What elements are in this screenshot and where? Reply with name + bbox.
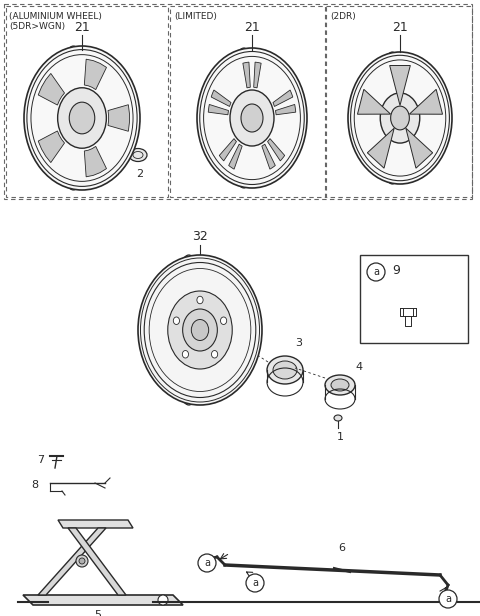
- Text: (LIMITED): (LIMITED): [174, 12, 217, 21]
- Circle shape: [76, 555, 88, 567]
- Ellipse shape: [241, 104, 263, 132]
- Text: 21: 21: [74, 21, 90, 34]
- Polygon shape: [273, 90, 293, 107]
- Text: 4: 4: [355, 362, 362, 372]
- Polygon shape: [219, 139, 237, 161]
- Text: (ALUMINIUM WHEEL): (ALUMINIUM WHEEL): [9, 12, 102, 21]
- Ellipse shape: [325, 375, 355, 395]
- Ellipse shape: [197, 48, 307, 188]
- Ellipse shape: [138, 255, 262, 405]
- Bar: [6, 6, 168, 197]
- Text: 21: 21: [392, 21, 408, 34]
- Text: 8: 8: [31, 480, 38, 490]
- Polygon shape: [243, 62, 250, 88]
- Bar: [360, 255, 468, 343]
- Text: 6: 6: [338, 543, 346, 553]
- Polygon shape: [84, 147, 107, 177]
- Circle shape: [246, 574, 264, 592]
- Ellipse shape: [331, 379, 349, 391]
- Ellipse shape: [334, 415, 342, 421]
- Polygon shape: [228, 144, 242, 169]
- Polygon shape: [390, 65, 410, 105]
- Ellipse shape: [220, 317, 227, 325]
- Polygon shape: [276, 105, 296, 115]
- Text: 1: 1: [336, 432, 344, 442]
- Text: 32: 32: [192, 230, 208, 243]
- Text: 3: 3: [295, 338, 302, 348]
- Polygon shape: [38, 131, 64, 163]
- Ellipse shape: [230, 90, 274, 146]
- Circle shape: [79, 558, 85, 564]
- Bar: [170, 6, 325, 197]
- Text: 7: 7: [37, 455, 44, 465]
- Text: 9: 9: [392, 264, 400, 277]
- Polygon shape: [108, 105, 130, 131]
- Polygon shape: [367, 128, 394, 168]
- Text: 21: 21: [244, 21, 260, 34]
- Ellipse shape: [129, 148, 147, 161]
- Ellipse shape: [273, 361, 297, 379]
- Polygon shape: [38, 528, 106, 595]
- Ellipse shape: [192, 320, 209, 341]
- Polygon shape: [58, 520, 133, 528]
- Ellipse shape: [212, 351, 217, 358]
- Ellipse shape: [380, 93, 420, 143]
- Polygon shape: [254, 62, 261, 88]
- Ellipse shape: [182, 309, 217, 351]
- Polygon shape: [84, 59, 107, 89]
- Text: (5DR>WGN): (5DR>WGN): [9, 22, 65, 31]
- Text: a: a: [252, 578, 258, 588]
- Ellipse shape: [69, 102, 95, 134]
- Polygon shape: [262, 144, 276, 169]
- Polygon shape: [358, 89, 391, 114]
- Ellipse shape: [391, 106, 409, 130]
- Polygon shape: [38, 73, 64, 105]
- Text: 5: 5: [95, 610, 101, 616]
- Polygon shape: [406, 128, 432, 168]
- Text: a: a: [445, 594, 451, 604]
- Polygon shape: [23, 595, 183, 605]
- Circle shape: [367, 263, 385, 281]
- Text: 2: 2: [136, 169, 144, 179]
- Bar: [326, 6, 472, 197]
- Ellipse shape: [58, 87, 107, 148]
- Ellipse shape: [348, 52, 452, 184]
- Circle shape: [439, 590, 457, 608]
- Polygon shape: [68, 528, 126, 595]
- Text: (2DR): (2DR): [330, 12, 356, 21]
- Polygon shape: [208, 105, 228, 115]
- Ellipse shape: [267, 356, 303, 384]
- Text: a: a: [204, 558, 210, 568]
- Polygon shape: [267, 139, 285, 161]
- Polygon shape: [409, 89, 443, 114]
- Polygon shape: [211, 90, 231, 107]
- Ellipse shape: [24, 46, 140, 190]
- Bar: [4, 4, 472, 199]
- Circle shape: [158, 595, 168, 605]
- Text: a: a: [373, 267, 379, 277]
- Ellipse shape: [173, 317, 180, 325]
- Ellipse shape: [197, 296, 203, 304]
- Ellipse shape: [168, 291, 232, 369]
- Ellipse shape: [182, 351, 189, 358]
- Circle shape: [198, 554, 216, 572]
